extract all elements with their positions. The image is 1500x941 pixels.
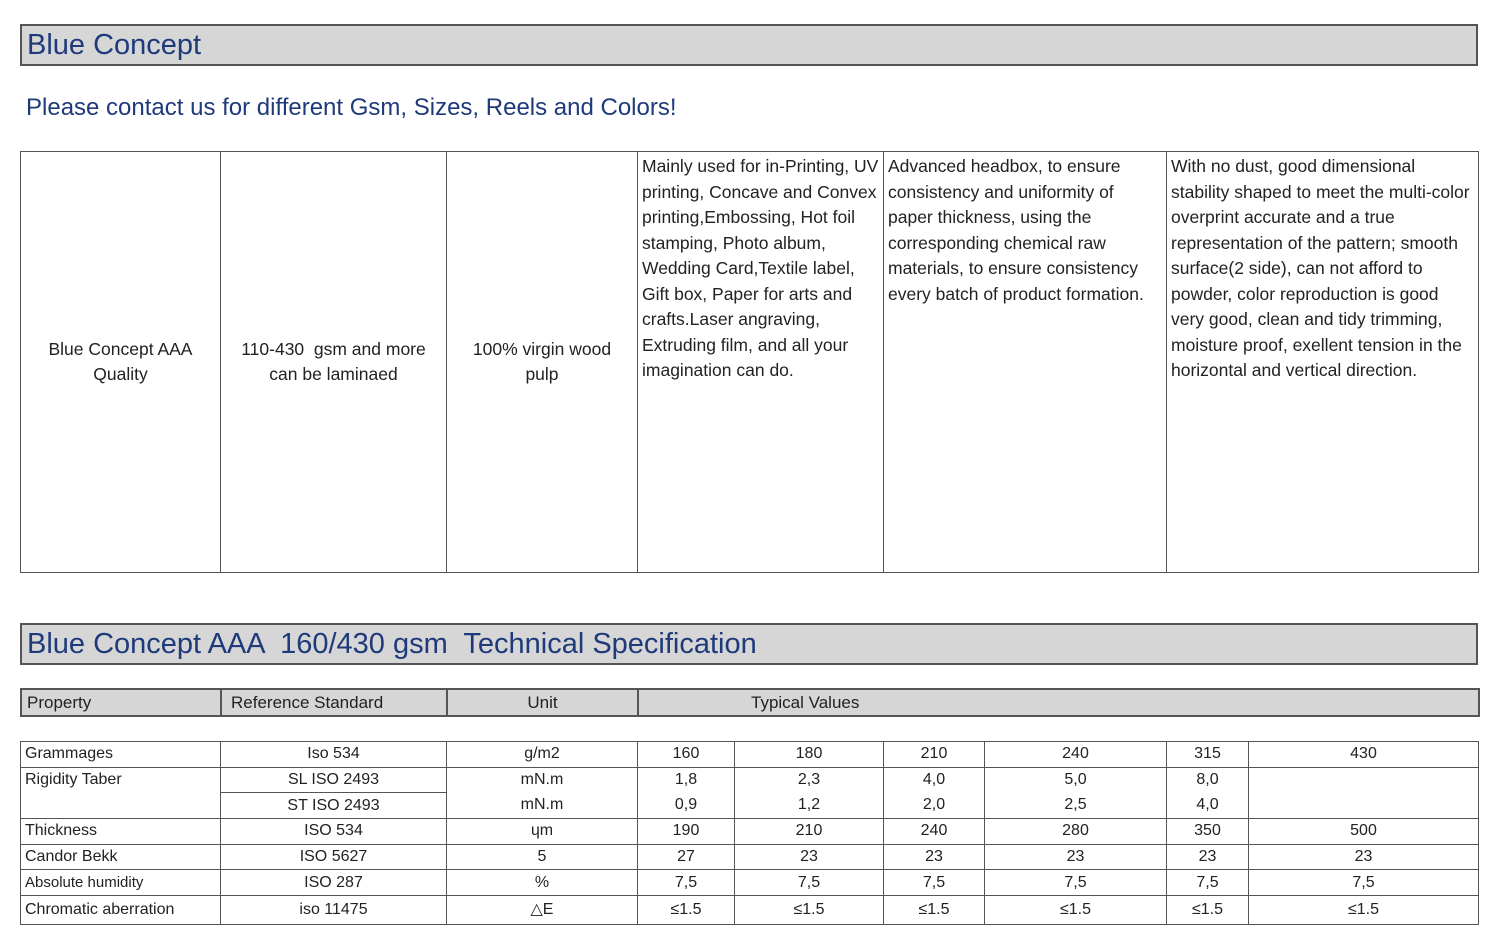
product-gsm-cell: 110-430 gsm and more can be laminaed [220, 151, 447, 573]
spec-property: Grammages [20, 741, 221, 768]
spec-standard: ST ISO 2493 [220, 792, 447, 820]
spec-value: 7,5 [984, 869, 1167, 897]
spec-property: Chromatic aberration [20, 895, 221, 926]
spec-value: ≤1.5 [734, 895, 884, 926]
spec-value: 8,0 [1166, 766, 1249, 793]
spec-value: 5,0 [984, 766, 1167, 793]
spec-unit: % [446, 869, 638, 897]
spec-value: 430 [1248, 741, 1479, 768]
header-property: Property [20, 688, 222, 717]
product-features-cell: With no dust, good dimensional stability… [1166, 151, 1479, 573]
spec-value: 1,2 [734, 792, 884, 820]
spec-row-rigidity-sl: Rigidity Taber SL ISO 2493 mN.m 1,8 2,3 … [20, 766, 1479, 794]
spec-row-rigidity-st: ST ISO 2493 mN.m 0,9 1,2 2,0 2,5 4,0 [20, 792, 1479, 820]
product-name-line: Quality [93, 364, 148, 384]
spec-row-thickness: Thickness ISO 534 ɥm 190 210 240 280 350… [20, 818, 1479, 845]
spec-standard: Iso 534 [220, 741, 447, 768]
spec-value: 7,5 [734, 869, 884, 897]
spec-value: 1,8 [637, 766, 735, 793]
product-pulp-cell: 100% virgin wood pulp [446, 151, 638, 573]
spec-value: 240 [883, 818, 985, 845]
spec-property: Absolute humidity [20, 869, 221, 897]
product-name-line: Blue Concept AAA [48, 338, 193, 359]
spec-value: ≤1.5 [883, 895, 985, 926]
spec-title: Blue Concept AAA 160/430 gsm Technical S… [27, 628, 757, 660]
spec-unit: ɥm [446, 818, 638, 845]
spec-row-candor: Candor Bekk ISO 5627 5 27 23 23 23 23 23 [20, 843, 1479, 871]
spec-value: 350 [1166, 818, 1249, 845]
spec-title-bar: Blue Concept AAA 160/430 gsm Technical S… [20, 623, 1478, 665]
spec-value: 500 [1248, 818, 1479, 845]
contact-line: Please contact us for different Gsm, Siz… [26, 94, 677, 121]
spec-value: 7,5 [637, 869, 735, 897]
product-usage-cell: Mainly used for in-Printing, UV printing… [637, 151, 884, 573]
spec-unit: mN.m [446, 766, 638, 793]
spec-value: ≤1.5 [1248, 895, 1479, 926]
spec-row-humidity: Absolute humidity ISO 287 % 7,5 7,5 7,5 … [20, 869, 1479, 897]
spec-value: 4,0 [883, 766, 985, 793]
product-pulp-line: pulp [525, 364, 559, 384]
spec-standard: ISO 287 [220, 869, 447, 897]
product-table: Blue Concept AAA Quality 110-430 gsm and… [20, 151, 1479, 573]
spec-value: ≤1.5 [984, 895, 1167, 926]
product-name-cell: Blue Concept AAA Quality [20, 151, 221, 573]
spec-value: 210 [883, 741, 985, 768]
section-title: Blue Concept [27, 29, 202, 61]
spec-value: 7,5 [883, 869, 985, 897]
spec-value: ≤1.5 [1166, 895, 1249, 926]
header-typical-values: Typical Values [637, 688, 1480, 717]
spec-value: 210 [734, 818, 884, 845]
spec-header-table: Property Reference Standard Unit Typical… [20, 688, 1480, 717]
product-gsm-line: can be laminaed [269, 364, 398, 384]
spec-value: 7,5 [1166, 869, 1249, 897]
spec-value: 190 [637, 818, 735, 845]
spec-value: 2,0 [883, 792, 985, 820]
spec-row-grammages: Grammages Iso 534 g/m2 160 180 210 240 3… [20, 741, 1479, 768]
spec-value: 0,9 [637, 792, 735, 820]
product-gsm-line: 110-430 gsm and more [241, 338, 426, 359]
spec-value: ≤1.5 [637, 895, 735, 926]
spec-value: 23 [1166, 843, 1249, 871]
spec-value: 315 [1166, 741, 1249, 768]
spec-value: 23 [1248, 843, 1479, 871]
spec-property-empty [20, 792, 221, 820]
spec-value: 23 [734, 843, 884, 871]
spec-value [1248, 766, 1479, 793]
spec-value: 2,3 [734, 766, 884, 793]
spec-standard: ISO 5627 [220, 843, 447, 871]
spec-value: 240 [984, 741, 1167, 768]
spec-property: Thickness [20, 818, 221, 845]
header-unit: Unit [446, 688, 639, 717]
product-pulp-line: 100% virgin wood [472, 338, 612, 359]
spec-row-chromatic: Chromatic aberration iso 11475 △E ≤1.5 ≤… [20, 895, 1479, 926]
spec-property: Candor Bekk [20, 843, 221, 871]
section-title-bar: Blue Concept [20, 24, 1478, 66]
spec-unit: 5 [446, 843, 638, 871]
spec-unit: △E [446, 895, 638, 926]
spec-value [1248, 792, 1479, 820]
spec-value: 27 [637, 843, 735, 871]
spec-value: 180 [734, 741, 884, 768]
spec-standard: SL ISO 2493 [220, 766, 447, 794]
header-reference: Reference Standard [220, 688, 448, 717]
spec-value: 7,5 [1248, 869, 1479, 897]
spec-unit: mN.m [446, 792, 638, 820]
spec-value: 23 [984, 843, 1167, 871]
spec-table: Grammages Iso 534 g/m2 160 180 210 240 3… [20, 741, 1479, 926]
spec-standard: ISO 534 [220, 818, 447, 845]
spec-value: 280 [984, 818, 1167, 845]
spec-value: 4,0 [1166, 792, 1249, 820]
spec-value: 160 [637, 741, 735, 768]
spec-unit: g/m2 [446, 741, 638, 768]
spec-value: 23 [883, 843, 985, 871]
spec-value: 2,5 [984, 792, 1167, 820]
spec-property: Rigidity Taber [20, 766, 221, 793]
product-process-cell: Advanced headbox, to ensure consistency … [883, 151, 1167, 573]
spec-standard: iso 11475 [220, 895, 447, 926]
